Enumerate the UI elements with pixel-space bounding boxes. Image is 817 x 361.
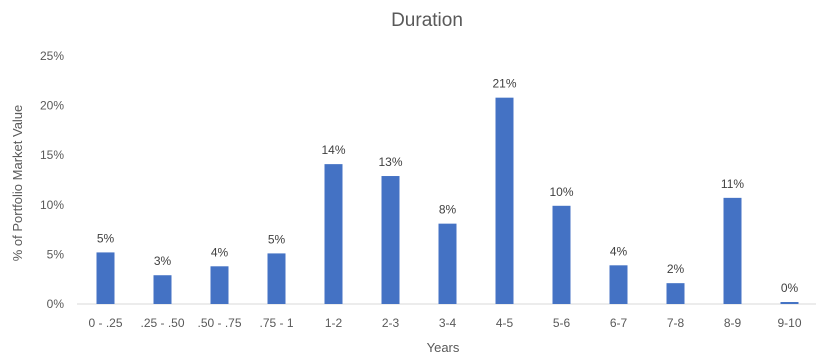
- bar-data-label: 0%: [781, 281, 799, 295]
- x-tick-label: 5-6: [553, 316, 571, 330]
- y-tick-label: 0%: [47, 297, 65, 311]
- x-tick-label: .50 - .75: [197, 316, 241, 330]
- y-axis-ticks: 0% 5% 10% 15% 20% 25%: [40, 49, 64, 311]
- data-labels: 5% 3% 4% 5% 14% 13% 8% 21% 10% 4% 2% 11% 0%: [97, 77, 799, 295]
- bar-data-label: 13%: [378, 155, 402, 169]
- x-tick-label: 3-4: [439, 316, 457, 330]
- y-tick-label: 25%: [40, 49, 64, 63]
- bar-data-label: 5%: [268, 232, 286, 246]
- bar: [153, 275, 172, 304]
- x-tick-label: .75 - 1: [259, 316, 293, 330]
- bar-data-label: 5%: [97, 231, 115, 245]
- x-tick-label: 8-9: [724, 316, 742, 330]
- bar-data-label: 11%: [721, 177, 744, 191]
- x-tick-label: 6-7: [610, 316, 628, 330]
- x-tick-label: 9-10: [777, 316, 801, 330]
- bar: [609, 265, 628, 304]
- bar-data-label: 4%: [610, 244, 628, 258]
- bar: [324, 164, 343, 304]
- bar: [666, 283, 685, 304]
- x-tick-label: 7-8: [667, 316, 685, 330]
- bar-data-label: 10%: [549, 185, 573, 199]
- bars: [96, 97, 799, 304]
- bar: [552, 205, 571, 304]
- bar: [210, 266, 229, 304]
- bar: [723, 197, 742, 304]
- bar: [267, 253, 286, 304]
- x-tick-label: 4-5: [496, 316, 514, 330]
- x-tick-label: 2-3: [382, 316, 400, 330]
- bar: [381, 176, 400, 304]
- y-tick-label: 20%: [40, 99, 64, 113]
- bar-data-label: 4%: [211, 245, 229, 259]
- bar: [780, 302, 799, 304]
- chart-title: Duration: [391, 10, 463, 31]
- bar: [96, 252, 115, 304]
- y-tick-label: 10%: [40, 198, 64, 212]
- bar: [495, 97, 514, 304]
- y-axis-label: % of Portfolio Market Value: [10, 105, 25, 262]
- bar: [438, 223, 457, 304]
- bar-data-label: 14%: [321, 143, 345, 157]
- x-tick-label: 1-2: [325, 316, 343, 330]
- x-tick-label: .25 - .50: [140, 316, 184, 330]
- x-axis-label: Years: [427, 340, 460, 355]
- bar-data-label: 2%: [667, 262, 685, 276]
- bar-data-label: 3%: [154, 254, 172, 268]
- bar-data-label: 21%: [492, 77, 516, 91]
- y-tick-label: 5%: [47, 247, 65, 261]
- y-tick-label: 15%: [40, 148, 64, 162]
- bar-data-label: 8%: [439, 203, 457, 217]
- x-axis-ticks: 0 - .25 .25 - .50 .50 - .75 .75 - 1 1-2 2-3 3-…: [88, 316, 801, 330]
- x-tick-label: 0 - .25: [88, 316, 122, 330]
